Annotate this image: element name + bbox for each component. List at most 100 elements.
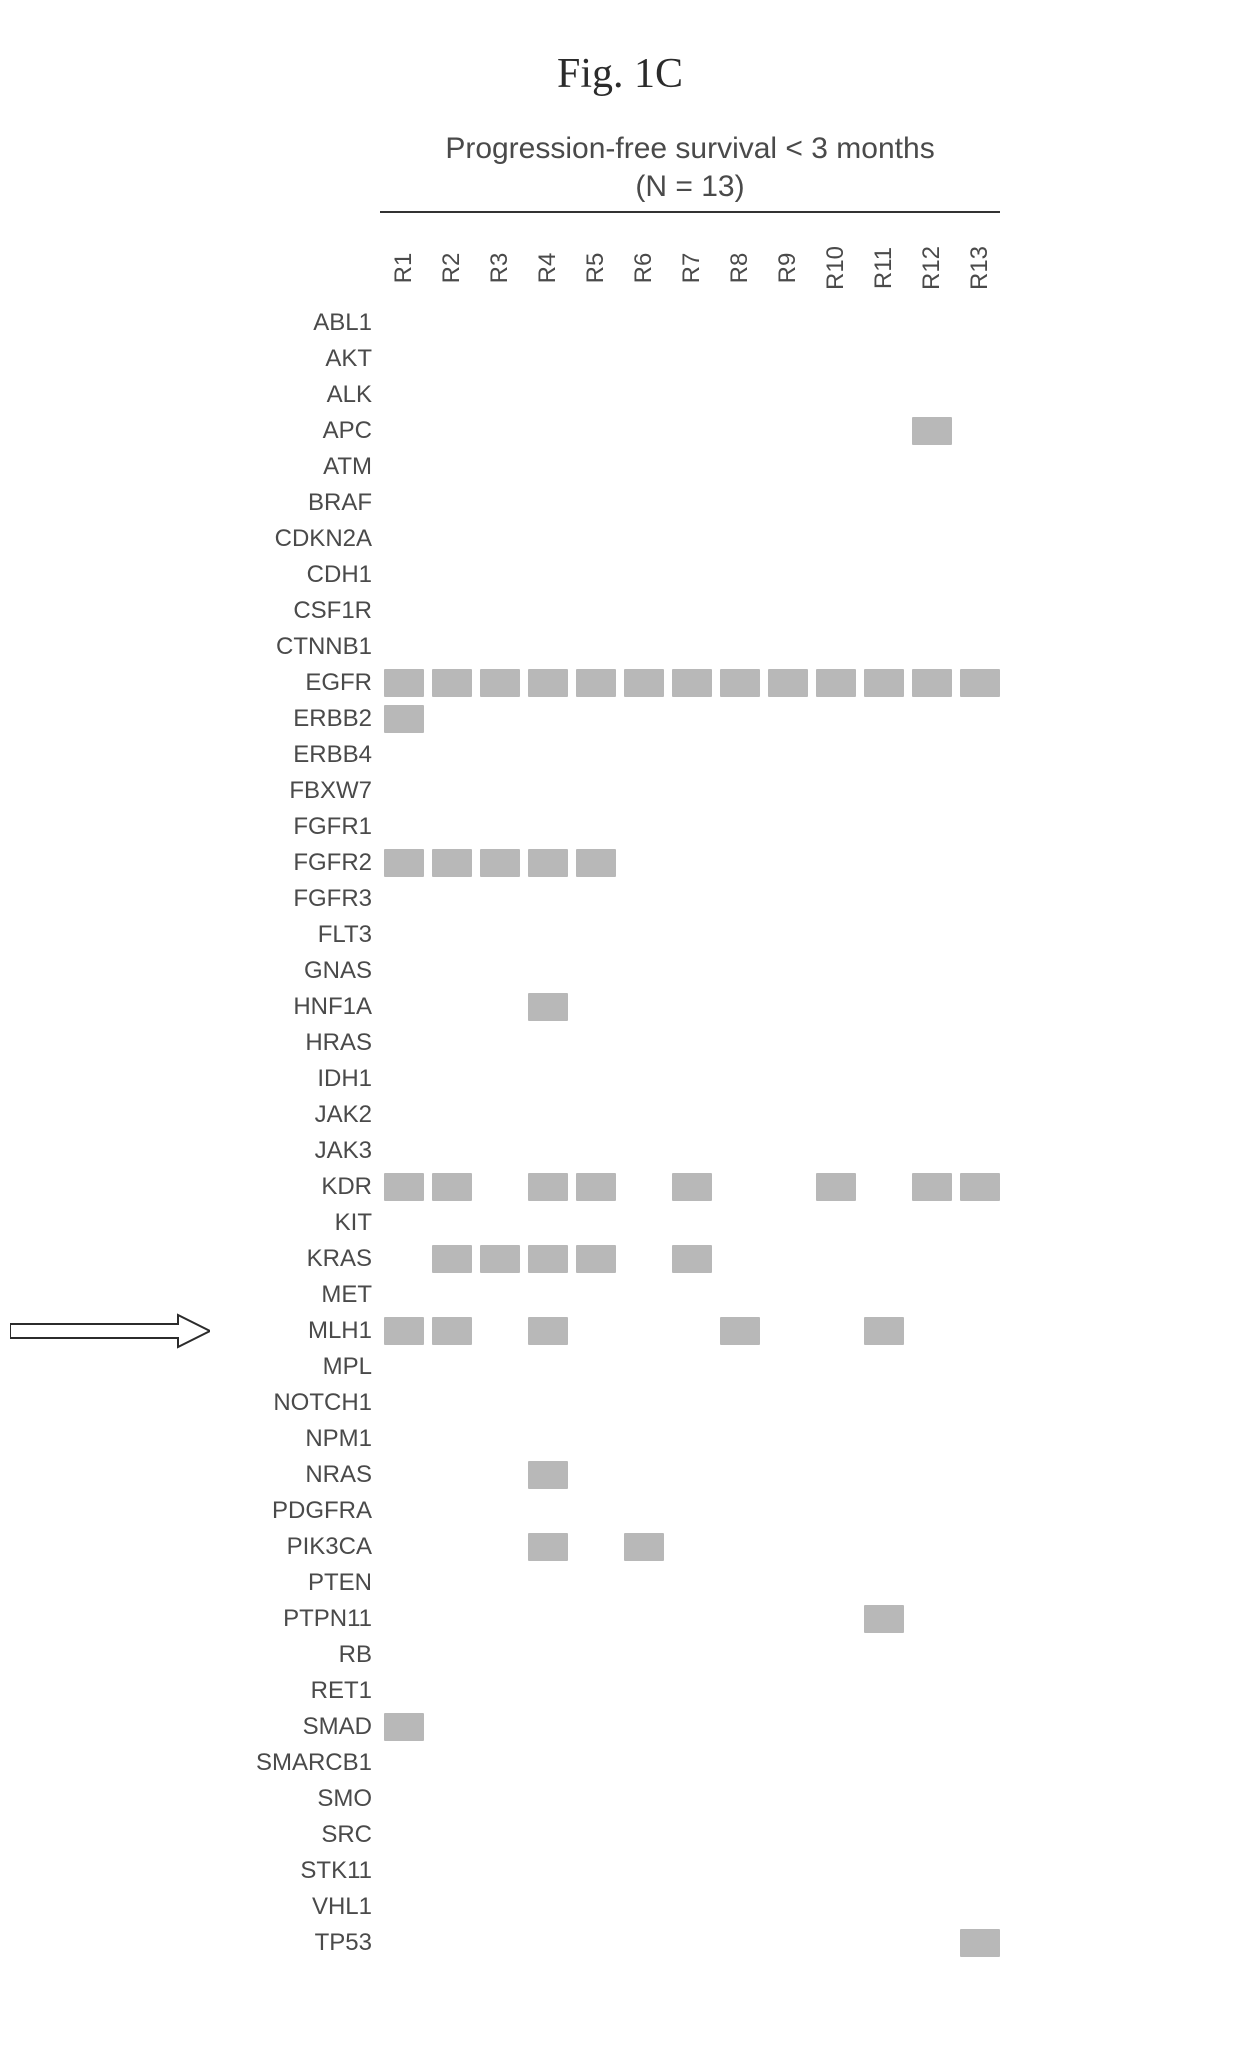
heatmap-cell bbox=[572, 1313, 620, 1349]
heatmap-cell bbox=[380, 1529, 428, 1565]
heatmap-cell bbox=[428, 1205, 476, 1241]
heatmap-row: RB bbox=[240, 1637, 1004, 1673]
heatmap-cell bbox=[380, 1745, 428, 1781]
heatmap-cell bbox=[524, 1025, 572, 1061]
heatmap-cell bbox=[716, 917, 764, 953]
heatmap-row: JAK2 bbox=[240, 1097, 1004, 1133]
heatmap-cell bbox=[476, 1493, 524, 1529]
heatmap-cell bbox=[428, 1493, 476, 1529]
heatmap-row: RET1 bbox=[240, 1673, 1004, 1709]
heatmap-cell bbox=[716, 1493, 764, 1529]
heatmap-cell bbox=[908, 557, 956, 593]
row-label: RB bbox=[240, 1641, 380, 1669]
heatmap-cell bbox=[428, 1349, 476, 1385]
heatmap-cell bbox=[812, 1277, 860, 1313]
heatmap-cell bbox=[380, 1817, 428, 1853]
heatmap-cell bbox=[524, 521, 572, 557]
heatmap-cell bbox=[764, 1205, 812, 1241]
heatmap-cell bbox=[668, 1025, 716, 1061]
heatmap-row: CSF1R bbox=[240, 593, 1004, 629]
heatmap-cell-fill bbox=[384, 1713, 424, 1741]
heatmap-cell bbox=[764, 521, 812, 557]
heatmap-cell bbox=[428, 1385, 476, 1421]
heatmap-cell bbox=[956, 629, 1004, 665]
heatmap-cell bbox=[476, 1385, 524, 1421]
heatmap-rows: ABL1AKTALKAPCATMBRAFCDKN2ACDH1CSF1RCTNNB… bbox=[240, 305, 1004, 1961]
heatmap-cell bbox=[908, 1673, 956, 1709]
heatmap-cell bbox=[812, 1817, 860, 1853]
heatmap-cell bbox=[860, 1529, 908, 1565]
column-header: R2 bbox=[428, 230, 476, 305]
heatmap-cell bbox=[716, 1745, 764, 1781]
heatmap-cell bbox=[668, 1061, 716, 1097]
heatmap-cell bbox=[860, 521, 908, 557]
heatmap-cell bbox=[380, 1313, 428, 1349]
row-label: KRAS bbox=[240, 1245, 380, 1273]
heatmap-cell bbox=[908, 1241, 956, 1277]
heatmap-cell bbox=[716, 1853, 764, 1889]
heatmap-cell bbox=[860, 341, 908, 377]
heatmap-cell bbox=[812, 1637, 860, 1673]
heatmap-cell-fill bbox=[432, 849, 472, 877]
heatmap-cell bbox=[812, 1313, 860, 1349]
heatmap-cell bbox=[812, 341, 860, 377]
heatmap-cell bbox=[428, 773, 476, 809]
heatmap-cell bbox=[572, 1421, 620, 1457]
heatmap-cell-fill bbox=[960, 669, 1000, 697]
heatmap-cell bbox=[860, 1169, 908, 1205]
heatmap-cell-fill bbox=[672, 1173, 712, 1201]
heatmap-cell bbox=[716, 1781, 764, 1817]
heatmap-cell-fill bbox=[432, 1317, 472, 1345]
heatmap-cell-fill bbox=[528, 1317, 568, 1345]
row-label: NOTCH1 bbox=[240, 1389, 380, 1417]
row-label: JAK2 bbox=[240, 1101, 380, 1129]
heatmap-cell bbox=[716, 449, 764, 485]
heatmap-cell bbox=[428, 701, 476, 737]
row-label: NPM1 bbox=[240, 1425, 380, 1453]
heatmap-cell bbox=[860, 953, 908, 989]
heatmap-cell bbox=[380, 1925, 428, 1961]
heatmap-cell bbox=[812, 1529, 860, 1565]
heatmap-cell bbox=[860, 557, 908, 593]
heatmap-cell bbox=[860, 1817, 908, 1853]
heatmap-cell bbox=[524, 1493, 572, 1529]
heatmap-cell bbox=[428, 1061, 476, 1097]
heatmap-cell bbox=[380, 1061, 428, 1097]
heatmap-cell bbox=[812, 521, 860, 557]
heatmap-cell bbox=[716, 1637, 764, 1673]
heatmap-cell bbox=[524, 413, 572, 449]
column-header-label: R13 bbox=[966, 245, 994, 289]
group-title-line2: (N = 13) bbox=[380, 168, 1000, 206]
heatmap-cell bbox=[956, 1061, 1004, 1097]
heatmap-cell bbox=[476, 1169, 524, 1205]
heatmap-cell bbox=[428, 1781, 476, 1817]
heatmap-cell bbox=[572, 809, 620, 845]
heatmap-cell bbox=[716, 1097, 764, 1133]
heatmap-cell bbox=[476, 1925, 524, 1961]
heatmap-cell bbox=[380, 953, 428, 989]
heatmap-cell bbox=[716, 665, 764, 701]
heatmap-cell bbox=[956, 953, 1004, 989]
heatmap-cell bbox=[524, 773, 572, 809]
heatmap-cell bbox=[428, 521, 476, 557]
heatmap-cell bbox=[860, 1673, 908, 1709]
column-header-label: R11 bbox=[870, 246, 898, 288]
heatmap-cell bbox=[428, 1709, 476, 1745]
heatmap-cell bbox=[812, 809, 860, 845]
heatmap-cell bbox=[956, 521, 1004, 557]
heatmap-cell bbox=[716, 953, 764, 989]
heatmap-cell bbox=[572, 413, 620, 449]
heatmap-cell bbox=[908, 989, 956, 1025]
heatmap-cell-fill bbox=[672, 1245, 712, 1273]
heatmap-cell bbox=[716, 737, 764, 773]
heatmap-cell bbox=[764, 593, 812, 629]
heatmap-cell bbox=[716, 845, 764, 881]
heatmap-cell bbox=[860, 809, 908, 845]
heatmap-cell bbox=[764, 1061, 812, 1097]
row-label: ALK bbox=[240, 381, 380, 409]
heatmap-cell bbox=[764, 449, 812, 485]
heatmap-cell bbox=[908, 1781, 956, 1817]
heatmap-cell bbox=[572, 557, 620, 593]
heatmap-cell bbox=[380, 1781, 428, 1817]
row-label: RET1 bbox=[240, 1677, 380, 1705]
